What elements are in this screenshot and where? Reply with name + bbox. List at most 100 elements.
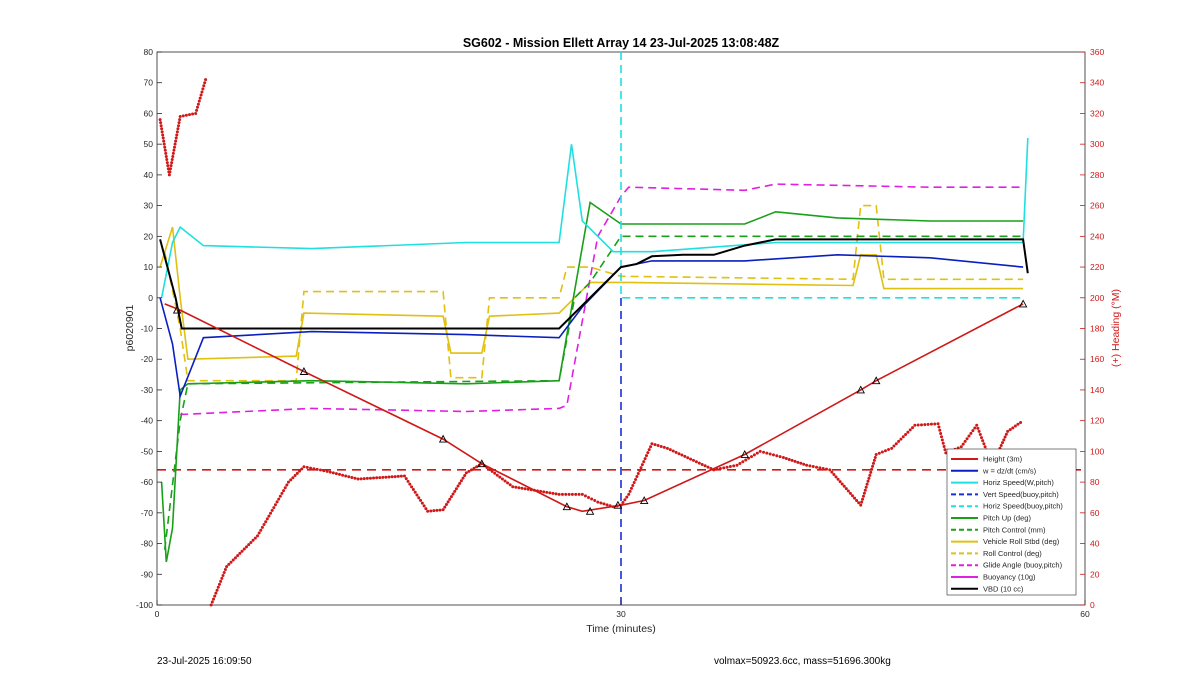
heading-point — [247, 543, 251, 547]
heading-point — [187, 113, 191, 117]
heading-point — [508, 483, 512, 487]
heading-point — [312, 467, 316, 471]
heading-point — [169, 164, 173, 168]
heading-point — [511, 485, 515, 489]
heading-point — [784, 456, 788, 460]
heading-point — [256, 534, 260, 538]
heading-point — [887, 448, 891, 452]
heading-point — [344, 474, 348, 478]
heading-point — [202, 84, 206, 88]
heading-point — [167, 173, 171, 177]
heading-point — [635, 475, 639, 479]
heading-point — [381, 475, 385, 479]
heading-point — [498, 475, 502, 479]
heading-point — [459, 479, 463, 483]
heading-point — [251, 538, 255, 542]
heading-point — [475, 465, 479, 469]
legend-label: Vert Speed(buoy,pitch) — [983, 490, 1059, 499]
heading-point — [871, 461, 875, 465]
heading-point — [1013, 424, 1017, 428]
y-tick-label-right: 40 — [1090, 539, 1100, 549]
heading-point — [432, 509, 436, 513]
heading-point — [869, 470, 873, 474]
heading-point — [174, 136, 178, 140]
heading-point — [514, 485, 518, 489]
heading-point — [938, 428, 942, 432]
heading-point — [334, 472, 338, 476]
height-marker — [856, 385, 865, 394]
series-line-2 — [160, 137, 1029, 298]
heading-point — [444, 502, 448, 506]
heading-point — [793, 459, 797, 463]
heading-point — [322, 469, 326, 473]
heading-point — [210, 600, 214, 604]
heading-point — [195, 108, 199, 112]
heading-point — [451, 492, 455, 496]
y-tick-label-right: 280 — [1090, 170, 1104, 180]
height-marker — [438, 434, 448, 443]
heading-point — [725, 465, 729, 469]
heading-point — [257, 531, 261, 535]
heading-point — [164, 154, 168, 158]
heading-point — [542, 490, 546, 494]
height-marker — [639, 496, 649, 504]
heading-point — [815, 465, 819, 469]
heading-point — [1003, 435, 1007, 439]
heading-point — [668, 448, 672, 452]
y-axis-label-left: p6020901 — [124, 304, 136, 351]
heading-point — [862, 491, 866, 495]
heading-point — [161, 136, 165, 140]
heading-point — [387, 475, 391, 479]
heading-point — [172, 148, 176, 152]
y-tick-label-left: 80 — [144, 47, 154, 57]
heading-point — [978, 432, 982, 436]
heading-point — [975, 423, 979, 427]
heading-point — [926, 422, 930, 426]
heading-point — [506, 481, 510, 485]
heading-point — [904, 432, 908, 436]
heading-point — [286, 480, 290, 484]
heading-point — [410, 485, 414, 489]
heading-point — [177, 121, 181, 125]
heading-point — [181, 114, 185, 118]
heading-point — [417, 496, 421, 500]
heading-point — [161, 133, 165, 137]
y-tick-label-right: 0 — [1090, 600, 1095, 610]
legend-box — [946, 448, 1077, 596]
heading-point — [236, 554, 240, 558]
heading-point — [981, 439, 985, 443]
heading-point — [223, 568, 227, 572]
series-line-1 — [159, 253, 1024, 400]
heading-point — [929, 422, 933, 426]
heading-point — [706, 465, 710, 469]
legend-label: VBD (10 cc) — [983, 584, 1024, 593]
heading-point — [840, 482, 844, 486]
y-tick-label-right: 200 — [1090, 293, 1104, 303]
y-tick-label-left: 40 — [144, 170, 154, 180]
y-tick-label-left: -30 — [141, 385, 154, 395]
y-tick-label-left: 70 — [144, 78, 154, 88]
heading-point — [315, 467, 319, 471]
heading-point — [265, 517, 269, 521]
x-tick-label: 30 — [616, 609, 626, 619]
heading-point — [158, 118, 162, 122]
heading-point — [866, 479, 870, 483]
heading-point — [738, 461, 742, 465]
heading-point — [647, 448, 651, 452]
heading-point — [877, 451, 881, 455]
heading-point — [220, 576, 224, 580]
heading-point — [453, 489, 457, 493]
heading-point — [170, 158, 174, 162]
heading-point — [173, 142, 177, 146]
heading-point — [936, 422, 940, 426]
y-tick-label-left: -90 — [141, 569, 154, 579]
y-tick-label-left: 30 — [144, 201, 154, 211]
heading-point — [944, 451, 948, 455]
heading-point — [883, 449, 887, 453]
heading-point — [399, 474, 403, 478]
y-tick-label-right: 120 — [1090, 416, 1104, 426]
heading-point — [861, 494, 865, 498]
heading-point — [503, 479, 507, 483]
series-line-9 — [180, 183, 1024, 416]
